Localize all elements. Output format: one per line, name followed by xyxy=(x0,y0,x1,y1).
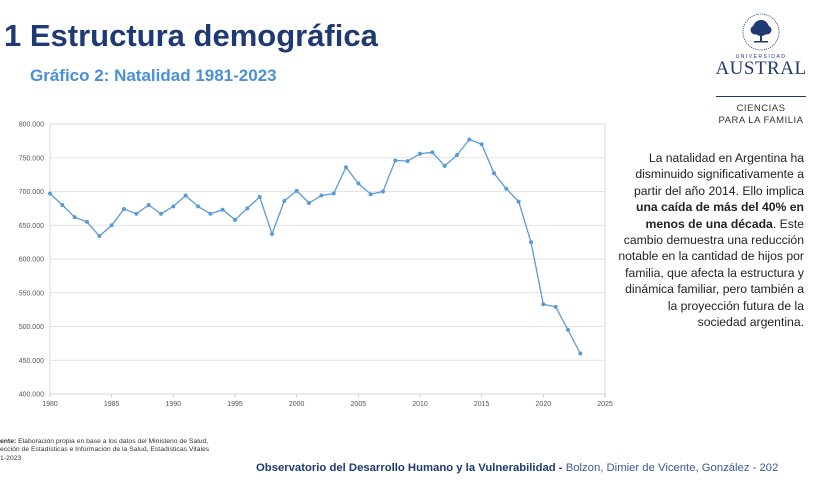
data-point xyxy=(208,211,213,216)
chart-description: La natalidad en Argentina ha disminuido … xyxy=(618,150,804,330)
x-tick-label: 2015 xyxy=(474,401,490,408)
footer-org: Observatorio del Desarrollo Humano y la … xyxy=(256,462,563,474)
chart-subtitle: Gráfico 2: Natalidad 1981-2023 xyxy=(30,66,277,85)
logo-divider xyxy=(716,96,806,97)
y-tick-label: 400.000 xyxy=(19,392,44,399)
data-point xyxy=(368,192,373,197)
data-point xyxy=(479,142,484,147)
x-tick-label: 2010 xyxy=(412,401,428,408)
footer-credit: Observatorio del Desarrollo Humano y la … xyxy=(256,462,778,474)
x-tick-label: 1995 xyxy=(227,401,243,408)
tree-seal-icon xyxy=(742,13,780,51)
source-label: ente: xyxy=(0,438,17,445)
data-point xyxy=(319,193,324,198)
y-tick-label: 700.000 xyxy=(19,189,44,196)
data-point xyxy=(455,153,459,158)
data-point xyxy=(553,304,558,309)
data-point xyxy=(467,137,472,142)
y-tick-label: 550.000 xyxy=(19,290,44,297)
logo-division-line1: CIENCIAS xyxy=(736,103,786,114)
data-point xyxy=(220,207,225,212)
data-point xyxy=(109,223,114,228)
x-tick-label: 2005 xyxy=(351,401,367,408)
data-point xyxy=(233,217,237,222)
data-point xyxy=(196,204,200,209)
data-point xyxy=(72,215,77,220)
x-axis-ticks: 1980 1985 1990 1995 2000 2005 2010 2015 2020 2025 xyxy=(42,394,613,408)
data-point xyxy=(307,200,311,205)
series-line xyxy=(48,137,583,356)
y-tick-label: 750.000 xyxy=(19,155,44,162)
births-series-line xyxy=(49,138,581,354)
university-logo: UNIVERSIDAD AUSTRAL CIENCIAS PARA LA FAM… xyxy=(706,12,816,127)
data-point xyxy=(492,171,496,176)
data-point xyxy=(541,302,546,307)
logo-division-line2: PARA LA FAMILIA xyxy=(718,115,804,126)
y-tick-label: 650.000 xyxy=(19,223,44,230)
data-point xyxy=(294,188,299,193)
data-point xyxy=(331,191,336,196)
chart-gridlines xyxy=(49,123,606,395)
logo-university-name: AUSTRAL xyxy=(715,58,807,79)
y-axis-ticks: 400.000 450.000 500.000 550.000 600.000 650.0… xyxy=(19,122,44,399)
data-point xyxy=(134,211,139,216)
x-tick-label: 1980 xyxy=(42,401,58,408)
data-point xyxy=(344,165,348,170)
data-point xyxy=(48,191,52,196)
data-point xyxy=(245,206,250,211)
data-point xyxy=(146,203,151,207)
page-title: 1 Estructura demográfica xyxy=(4,18,378,53)
data-point xyxy=(566,327,570,332)
data-point xyxy=(418,151,422,156)
source-line3: 1-2023 xyxy=(0,454,22,462)
data-point xyxy=(171,204,176,209)
footer-authors: Bolzon, Dimier de Vicente, González - 20… xyxy=(562,462,779,474)
x-tick-label: 1990 xyxy=(166,401,182,408)
x-tick-label: 2000 xyxy=(289,401,305,408)
y-tick-label: 450.000 xyxy=(19,358,44,365)
data-point xyxy=(442,163,447,168)
description-part2: . Este cambio demuestra una reducción no… xyxy=(618,216,804,330)
data-point xyxy=(270,232,274,237)
data-point xyxy=(393,158,398,163)
data-point xyxy=(430,150,435,155)
logo-university-small: UNIVERSIDAD xyxy=(735,54,787,60)
data-source-note: ente: Elaboración propia en base a los d… xyxy=(0,438,250,463)
data-point xyxy=(257,194,262,199)
data-point xyxy=(381,189,385,194)
source-line1: Elaboración propia en base a los datos d… xyxy=(16,438,209,445)
source-line2: ección de Estadísticas e Información de … xyxy=(0,446,210,454)
data-point xyxy=(529,240,533,245)
data-point xyxy=(282,198,287,203)
data-point xyxy=(159,211,163,216)
y-tick-label: 800.000 xyxy=(19,122,44,129)
data-point xyxy=(85,219,89,224)
y-tick-label: 500.000 xyxy=(19,324,44,331)
data-point xyxy=(60,203,65,207)
description-part1: La natalidad en Argentina ha disminuido … xyxy=(633,151,804,198)
x-tick-label: 2025 xyxy=(597,401,613,408)
y-tick-label: 600.000 xyxy=(19,257,44,264)
data-point xyxy=(405,159,410,164)
description-highlight: una caída de más del 40% en menos de una… xyxy=(636,200,804,231)
data-point xyxy=(516,199,521,204)
data-point xyxy=(97,234,102,239)
data-point xyxy=(122,207,126,212)
data-point xyxy=(356,181,361,186)
data-point xyxy=(504,186,509,191)
data-point xyxy=(183,193,188,198)
birth-rate-line-chart: 400.000 450.000 500.000 550.000 600.000 650.0… xyxy=(19,122,613,409)
x-tick-label: 1985 xyxy=(104,401,120,408)
data-point xyxy=(578,351,583,356)
x-tick-label: 2020 xyxy=(536,401,552,408)
